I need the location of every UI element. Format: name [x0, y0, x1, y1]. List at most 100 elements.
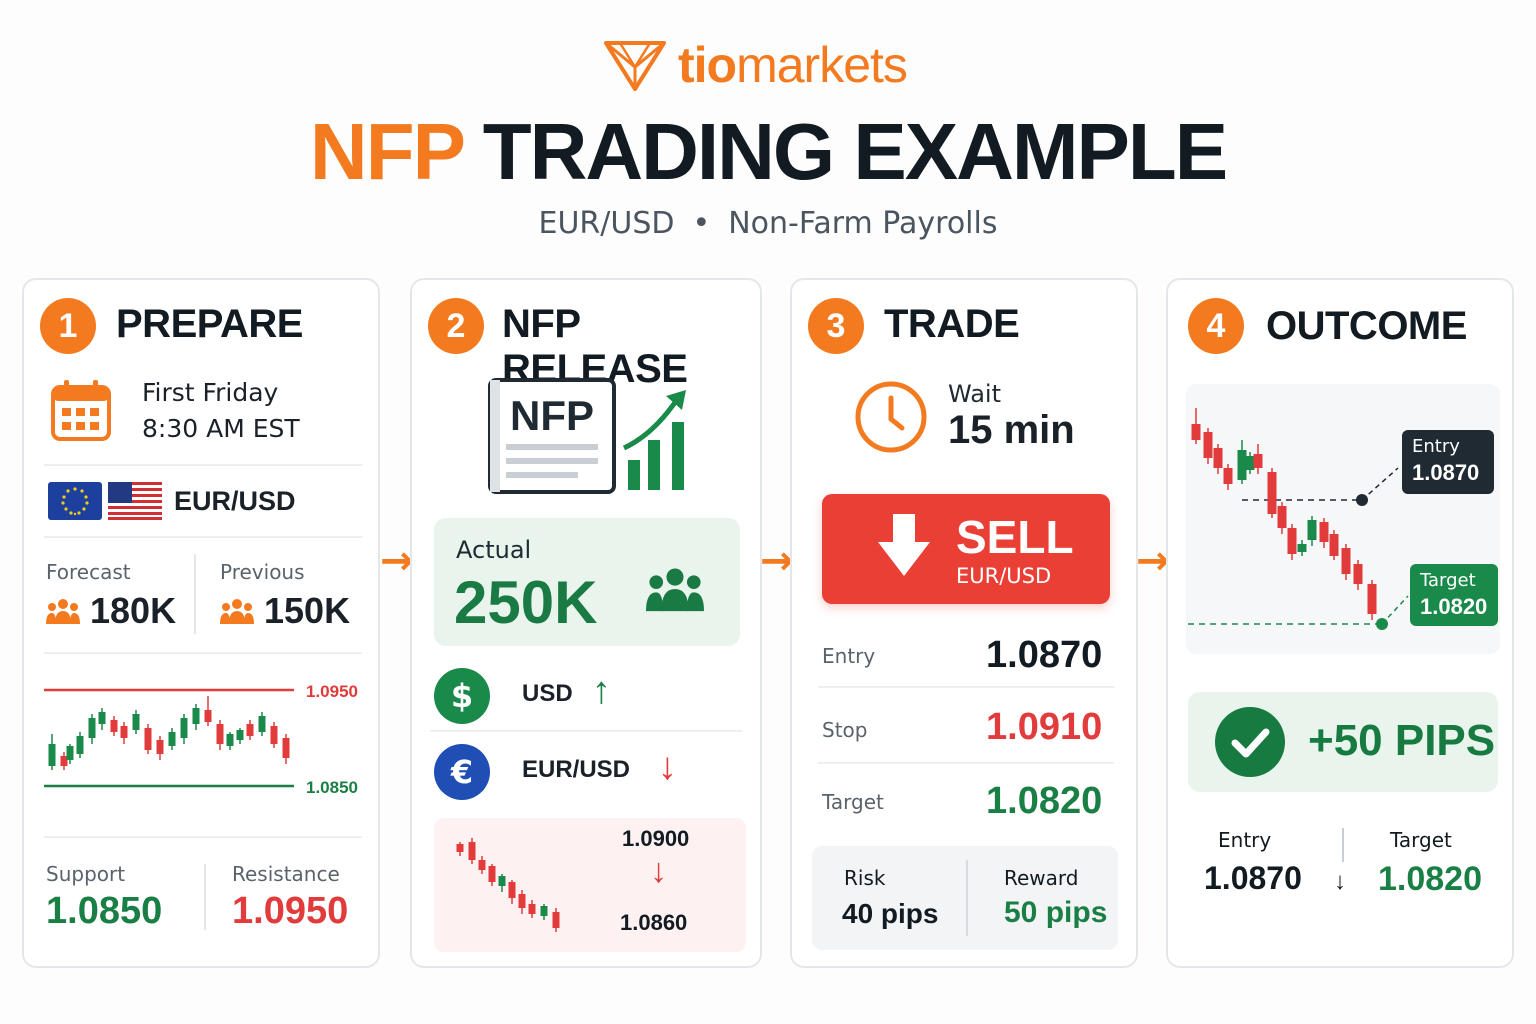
- candle: [246, 724, 254, 736]
- chart-support-label: 1.0850: [306, 778, 358, 797]
- schedule-day: First Friday: [142, 378, 279, 407]
- target-value: 1.0820: [986, 780, 1103, 822]
- entry-label: Entry: [822, 644, 876, 668]
- entry-tag: Entry 1.0870: [1402, 430, 1494, 494]
- candle: [204, 710, 212, 722]
- drop-candlestick-chart: [456, 838, 560, 932]
- candle: [192, 708, 200, 724]
- candle: [1341, 548, 1351, 574]
- actual-value: 250K: [454, 569, 598, 636]
- forecast-value: 180K: [90, 590, 177, 631]
- resistance-value: 1.0950: [232, 890, 349, 932]
- candle: [1297, 544, 1307, 552]
- candle: [120, 726, 128, 738]
- support-label: Support: [46, 862, 126, 886]
- step-number-3: 3: [808, 298, 864, 354]
- candle: [1191, 424, 1201, 440]
- outcome-target-value: 1.0820: [1378, 860, 1482, 898]
- reward-value: 50 pips: [1004, 896, 1108, 929]
- eu-flag-icon: [48, 482, 102, 520]
- stop-label: Stop: [822, 718, 868, 742]
- candle: [98, 712, 106, 724]
- flow-arrow-1: →: [380, 538, 414, 584]
- entry-tag-value: 1.0870: [1412, 460, 1480, 485]
- entry-tag-label: Entry: [1412, 436, 1460, 457]
- candle: [1353, 564, 1363, 584]
- outcome-arrow: ↓: [1334, 868, 1346, 895]
- flow-arrow-3: →: [1136, 538, 1170, 584]
- candle: [1367, 584, 1377, 614]
- resistance-label: Resistance: [232, 862, 340, 886]
- candle: [508, 882, 516, 898]
- step-number-4: 4: [1188, 298, 1244, 354]
- risk-reward-panel: Risk 40 pips Reward 50 pips: [812, 846, 1118, 950]
- result-panel: +50 PIPS: [1188, 692, 1498, 792]
- schedule-time: 8:30 AM EST: [142, 414, 300, 443]
- outcome-candlestick-chart: [1188, 408, 1409, 630]
- prepare-pair: EUR/USD: [174, 486, 296, 516]
- outcome-chart-panel: Entry 1.0870 Target 1.0820: [1186, 384, 1500, 654]
- outcome-target-label: Target: [1390, 828, 1452, 852]
- outcome-title: OUTCOME: [1266, 304, 1467, 348]
- candle: [1223, 468, 1233, 484]
- trade-title: TRADE: [884, 302, 1020, 346]
- candle: [258, 716, 266, 732]
- subtitle-pair: EUR/USD: [538, 206, 675, 241]
- calendar-icon: [51, 380, 111, 441]
- candle: [528, 904, 536, 914]
- candle: [1287, 528, 1297, 554]
- candle: [60, 756, 68, 766]
- candle: [270, 726, 278, 744]
- us-flag-icon: [108, 482, 162, 520]
- target-label: Target: [822, 790, 884, 814]
- previous-value: 150K: [264, 590, 351, 631]
- usd-up-arrow: ↑: [592, 670, 611, 712]
- stop-value: 1.0910: [986, 706, 1103, 748]
- prepare-title: PREPARE: [116, 302, 303, 346]
- entry-value: 1.0870: [986, 634, 1103, 676]
- step-number-1: 1: [40, 298, 96, 354]
- tiomarkets-logo-icon: [604, 41, 666, 91]
- wait-label: Wait: [948, 380, 1001, 408]
- usd-label: USD: [522, 680, 573, 707]
- support-value: 1.0850: [46, 890, 163, 932]
- candle: [1213, 448, 1223, 468]
- candle: [88, 718, 96, 738]
- candle: [156, 740, 164, 754]
- move-to: 1.0860: [620, 910, 688, 935]
- candle: [1307, 520, 1317, 540]
- target-tag: Target 1.0820: [1410, 564, 1498, 626]
- outcome-entry-label: Entry: [1218, 828, 1272, 852]
- candle: [540, 906, 548, 916]
- candle: [456, 844, 464, 852]
- page-title: NFP TRADING EXAMPLE: [0, 112, 1536, 192]
- candle: [66, 746, 74, 760]
- target-tag-value: 1.0820: [1420, 594, 1488, 619]
- subtitle-event: Non-Farm Payrolls: [728, 206, 998, 241]
- brand-wordmark: tiomarkets: [678, 37, 908, 93]
- candle: [1277, 506, 1287, 528]
- down-arrow-icon: [878, 514, 930, 576]
- result-value: +50 PIPS: [1308, 716, 1496, 765]
- actual-panel: Actual 250K: [434, 518, 740, 646]
- dollar-icon: $: [434, 668, 490, 724]
- prepare-card: 1 PREPARE First Friday 8:30 AM EST EUR/U…: [22, 278, 380, 968]
- candle: [236, 730, 244, 740]
- flow-arrow-2: →: [760, 538, 794, 584]
- chart-resistance-label: 1.0950: [306, 682, 358, 701]
- candle: [76, 736, 84, 754]
- actual-label: Actual: [456, 536, 532, 564]
- subtitle-separator: •: [692, 206, 711, 241]
- candle: [282, 738, 290, 758]
- trade-card: 3 TRADE Wait 15 min SELL EUR/USD Entry 1…: [790, 278, 1138, 968]
- target-tag-label: Target: [1420, 570, 1476, 591]
- nfp-report-icon: [488, 378, 686, 494]
- checkmark-icon: [1215, 707, 1285, 777]
- candle: [1237, 450, 1247, 480]
- forecast-label: Forecast: [46, 560, 131, 584]
- candle: [478, 860, 486, 870]
- page-subtitle: EUR/USD • Non-Farm Payrolls: [0, 206, 1536, 241]
- candle: [216, 724, 224, 744]
- risk-label: Risk: [844, 866, 886, 890]
- risk-value: 40 pips: [842, 898, 939, 929]
